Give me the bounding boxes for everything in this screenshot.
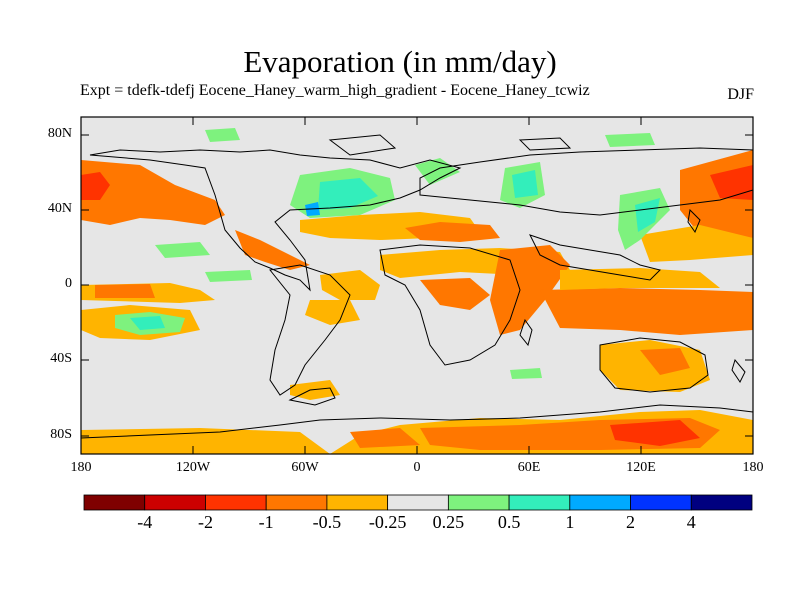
field-south-pacific-cyan xyxy=(130,316,165,330)
coast-antarctica xyxy=(80,404,754,439)
coast-japan xyxy=(687,208,701,234)
lat-label-80s: 80S xyxy=(50,427,72,442)
field-npacific-east-core xyxy=(710,165,753,200)
colorbar-label: -4 xyxy=(137,512,153,532)
colorbar-swatch xyxy=(447,494,510,511)
field-green-small xyxy=(205,270,252,282)
field-npacific-west-core xyxy=(81,172,110,200)
colorbar-label: 0.5 xyxy=(497,512,521,532)
field-arctic-green xyxy=(205,128,240,142)
colorbar-label: -1 xyxy=(258,512,274,532)
lon-label-60w: 60W xyxy=(291,460,319,475)
lon-label-60e: 60E xyxy=(517,460,541,475)
coast-arctic-island xyxy=(518,137,572,151)
colorbar-label: -0.5 xyxy=(312,512,342,532)
field-australia-core xyxy=(640,348,690,375)
lon-label-0: 0 xyxy=(413,460,421,475)
field-green-south xyxy=(510,368,542,379)
map-title: Evaporation (in mm/day) xyxy=(243,44,557,79)
coast-india-asia xyxy=(529,234,661,281)
coast-africa xyxy=(379,244,521,366)
colorbar-swatch xyxy=(508,494,571,511)
field-north-america-cyan xyxy=(318,178,378,210)
colorbar-label: 1 xyxy=(565,512,575,532)
field-tropical-pacific-2 xyxy=(95,284,155,298)
field-arabia xyxy=(490,245,570,335)
colorbar-swatch xyxy=(630,494,692,511)
field-southern-pacific-orange xyxy=(350,428,420,448)
colorbar-label: 2 xyxy=(626,512,636,532)
colorbar-label: -2 xyxy=(197,512,213,532)
lon-label-120e: 120E xyxy=(626,460,656,475)
lat-label-40s: 40S xyxy=(50,351,72,366)
field-central-america xyxy=(235,230,310,270)
colorbar-label: 4 xyxy=(686,512,696,532)
field-tropical-green xyxy=(155,242,210,258)
colorbar-swatch xyxy=(569,494,631,511)
experiment-subtitle: Expt = tdefk-tdefj Eocene_Haney_warm_hig… xyxy=(80,82,590,99)
anomaly-fields xyxy=(81,128,753,454)
field-indian-ocean-light xyxy=(560,268,720,290)
colorbar-label: -0.25 xyxy=(368,512,407,532)
tick-marks xyxy=(81,117,753,454)
field-russia-cyan xyxy=(512,170,538,198)
lon-label-180w: 180 xyxy=(70,460,92,475)
field-mediterranean xyxy=(405,222,500,242)
field-southern-ocean-red xyxy=(610,420,700,446)
coast-madagascar xyxy=(519,318,533,347)
coast-greenland xyxy=(328,134,397,156)
lon-label-180e: 180 xyxy=(742,460,764,475)
season-label: DJF xyxy=(727,86,754,103)
colorbar-swatch xyxy=(144,494,206,511)
field-mid-atlantic xyxy=(320,270,380,300)
lat-label-40n: 40N xyxy=(47,201,72,216)
colorbar-swatch xyxy=(205,494,267,511)
coast-new-zealand xyxy=(731,358,746,383)
field-southern-pacific-light xyxy=(81,428,330,454)
field-africa-orange xyxy=(420,278,490,310)
lat-label-equator: 0 xyxy=(65,276,72,291)
coast-north-america xyxy=(89,149,462,292)
coast-antarctic-peninsula xyxy=(288,387,336,406)
coast-australia xyxy=(599,337,709,393)
field-npacific-west xyxy=(81,160,225,225)
colorbar xyxy=(83,494,753,511)
field-npacific-east-light xyxy=(640,225,753,262)
coast-south-america xyxy=(269,264,351,396)
field-green-greenland xyxy=(605,133,655,147)
field-indian-ocean xyxy=(540,288,753,335)
lat-label-80n: 80N xyxy=(47,126,72,141)
field-south-atlantic xyxy=(305,300,360,325)
colorbar-swatch xyxy=(690,494,753,511)
field-asia-cyan xyxy=(635,198,660,232)
colorbar-swatch xyxy=(83,494,146,511)
colorbar-swatch xyxy=(326,494,389,511)
colorbar-swatch xyxy=(265,494,328,511)
lon-label-120w: 120W xyxy=(175,460,211,475)
colorbar-label: 0.25 xyxy=(432,512,465,532)
colorbar-swatch xyxy=(387,494,449,511)
